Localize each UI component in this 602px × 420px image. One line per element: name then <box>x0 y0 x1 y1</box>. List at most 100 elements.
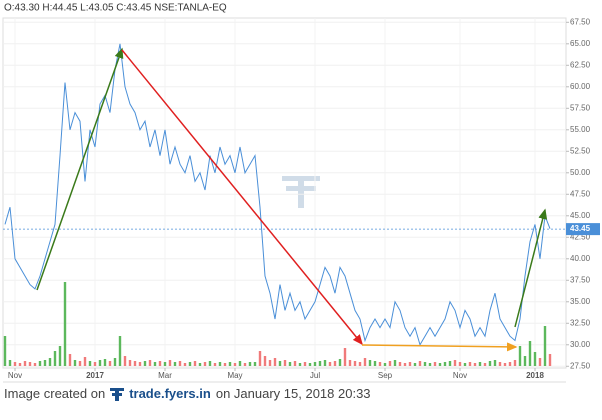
y-tick-label: 62.50 <box>570 60 591 69</box>
volume-bar <box>323 360 327 366</box>
trend-arrow <box>121 49 363 346</box>
caption-suffix: on January 15, 2018 20:33 <box>215 386 371 401</box>
y-tick-label: 52.50 <box>570 146 591 155</box>
x-tick-label: Sep <box>378 371 393 380</box>
watermark <box>282 176 320 208</box>
volume-bar <box>378 362 382 366</box>
volume-bar <box>68 354 72 366</box>
volume-bar <box>238 361 242 366</box>
volume-bar <box>228 362 232 366</box>
volume-bar <box>163 362 167 366</box>
volume-bar <box>138 362 142 366</box>
volume-bar <box>263 356 267 366</box>
volume-bar <box>178 361 182 366</box>
trend-arrow <box>361 342 518 352</box>
volume-bar <box>393 360 397 366</box>
volume-bar <box>283 360 287 366</box>
volume-bar <box>358 362 362 366</box>
volume-bar <box>123 356 127 366</box>
volume-bar <box>398 362 402 366</box>
volume-bar <box>93 362 97 366</box>
volume-bar <box>98 360 102 366</box>
volume-bar <box>243 363 247 366</box>
volume-bar <box>353 361 357 366</box>
volume-bar <box>198 363 202 366</box>
volume-bar <box>498 362 502 366</box>
volume-bar <box>83 357 87 366</box>
volume-bar <box>468 362 472 366</box>
volume-bar <box>118 336 122 366</box>
volume-bar <box>478 362 482 366</box>
volume-bar <box>63 282 67 366</box>
volume-bar <box>183 363 187 366</box>
watermark-bar <box>282 176 320 181</box>
volume-bar <box>448 361 452 366</box>
y-tick-label: 40.00 <box>570 254 591 263</box>
plot-frame <box>2 17 567 369</box>
price-line <box>4 43 551 347</box>
x-tick-label: Jul <box>310 371 320 380</box>
volume-bar <box>328 362 332 366</box>
volume-bar <box>223 363 227 366</box>
volume-bar <box>158 361 162 366</box>
y-tick-label: 30.00 <box>570 340 591 349</box>
volume-bar <box>333 361 337 366</box>
volume-bar <box>18 363 22 366</box>
volume-bar <box>403 363 407 366</box>
volume-bar <box>168 360 172 366</box>
volume-bar <box>128 360 132 366</box>
volume-bar <box>213 363 217 366</box>
volume-bar <box>523 356 527 366</box>
last-price-box <box>566 223 600 236</box>
x-tick-label: 2018 <box>526 371 544 380</box>
volume-bar <box>133 361 137 366</box>
volume-bar <box>438 363 442 366</box>
caption-prefix: Image created on <box>4 386 106 401</box>
volume-bar <box>278 361 282 366</box>
y-tick-label: 57.50 <box>570 103 591 112</box>
volume-bar <box>43 360 47 366</box>
watermark-stem <box>298 176 304 208</box>
volume-bar <box>143 361 147 366</box>
volume-bar <box>113 358 117 366</box>
volume-bar <box>443 362 447 366</box>
volume-bar <box>203 362 207 366</box>
volume-bar <box>23 361 27 366</box>
volume-bar <box>88 361 92 366</box>
volume-bar <box>433 362 437 366</box>
x-tick-label: Nov <box>453 371 467 380</box>
y-tick-label: 45.00 <box>570 211 591 220</box>
volume-bar <box>303 362 307 366</box>
volume-bar <box>188 362 192 366</box>
volume-bar <box>408 362 412 366</box>
volume-bar <box>313 362 317 366</box>
annotations <box>36 47 548 352</box>
y-tick-label: 32.50 <box>570 318 591 327</box>
volume-bar <box>388 361 392 366</box>
volume-bar <box>373 361 377 366</box>
ohlc-header: O:43.30 H:44.45 L:43.05 C:43.45 NSE:TANL… <box>4 3 227 14</box>
volume-bar <box>538 358 542 366</box>
volume-bar <box>548 354 552 366</box>
watermark-bar <box>286 186 316 191</box>
volume-bar <box>78 361 82 366</box>
last-price-label: 43.45 <box>570 224 591 233</box>
volume-bar <box>193 361 197 366</box>
volume-bar <box>503 363 507 366</box>
volume-bar <box>418 361 422 366</box>
volume-bar <box>453 360 457 366</box>
volume-bar <box>173 362 177 366</box>
volume-bar <box>293 361 297 366</box>
volume-bar <box>248 362 252 366</box>
background <box>0 0 602 384</box>
volume-bar <box>348 360 352 366</box>
volume-bar <box>268 360 272 366</box>
volume-bar <box>383 363 387 366</box>
volume-bar <box>513 360 517 366</box>
volume-bar <box>533 352 537 366</box>
volume-bar <box>288 362 292 366</box>
volume-bar <box>483 363 487 366</box>
volume-bar <box>253 362 257 366</box>
volume-bar <box>458 362 462 366</box>
